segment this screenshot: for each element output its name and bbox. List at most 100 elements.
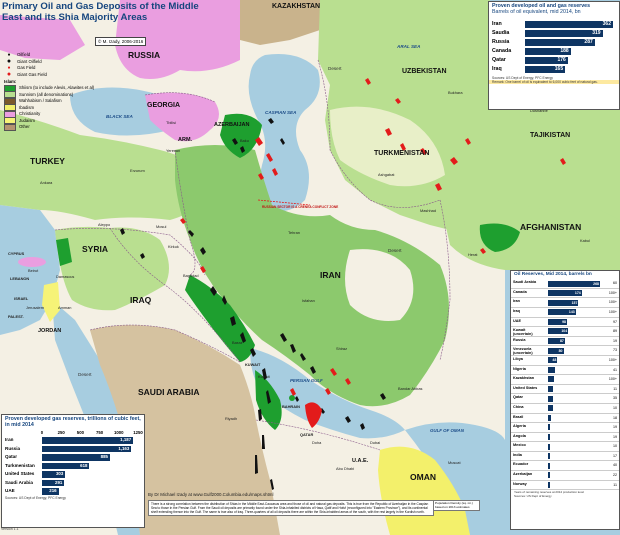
reserves-value-label: 362 xyxy=(602,21,611,28)
oil-country-label: Kazakhstan xyxy=(513,376,535,381)
oil-value-label: 87 xyxy=(559,339,564,344)
label-qatar: QATAR xyxy=(300,432,314,437)
oil-value-label: 143 xyxy=(568,310,575,315)
oil-country-label: Brazil xyxy=(513,414,524,419)
legend-label: Sunnism (all denominations) xyxy=(19,91,74,97)
oil-years-label: 73 xyxy=(613,348,617,353)
caspian-sector-line xyxy=(257,199,311,206)
oil-value-label: 157 xyxy=(571,300,578,305)
population-scale: Population Density (sq. mi.) based on 20… xyxy=(433,500,480,512)
oil-row: Iraq 143 100+ xyxy=(511,308,619,318)
oil-years-label: 10 xyxy=(613,444,617,449)
gas-value-label: 1,163 xyxy=(118,445,130,451)
label-iran: IRAN xyxy=(320,270,341,280)
oil-bar xyxy=(548,328,569,335)
iran-central-desert xyxy=(345,249,414,321)
gas-axis-tick: 750 xyxy=(96,430,104,436)
christian-region-north xyxy=(115,0,240,79)
sunni-region-anatolia xyxy=(0,110,215,220)
label-caspian-sea: CASPIAN SEA xyxy=(265,110,297,115)
oil-value-label: 268 xyxy=(593,281,599,286)
map-legend: ● Oilfield ● Giant Oilfield ● Gas Field … xyxy=(4,52,124,131)
oil-bar xyxy=(548,280,600,287)
oil-row: UAE 98 97 xyxy=(511,318,619,328)
shia-region-iraq xyxy=(185,275,255,362)
christian-region-caucasus xyxy=(145,92,219,142)
reserves-country-label: Iran xyxy=(492,21,502,28)
gas-row: Qatar 885 xyxy=(2,453,144,462)
label-saudi-arabia: SAUDI ARABIA xyxy=(138,387,200,397)
oil-country-label: Norway xyxy=(513,481,527,486)
oil-bar xyxy=(548,395,553,402)
gas-bar xyxy=(42,437,134,444)
gas-field-icon: ● xyxy=(7,65,11,72)
oil-bar xyxy=(548,405,553,412)
reserves-chart: Iran 362 Saudia 319 Russia 287 Canada 188 Qatar 1… xyxy=(489,20,619,76)
oil-bar xyxy=(548,290,582,297)
reserves-country-label: Canada xyxy=(492,48,512,55)
oil-row: Qatar 35 xyxy=(511,394,619,404)
reserves-value-label: 165 xyxy=(554,66,564,73)
legend-religion-heading: Islam: xyxy=(4,79,17,84)
legend-label: Giant Gas Field xyxy=(17,71,47,77)
oil-bar xyxy=(548,347,564,354)
label-azerbaijan: AZERBAIJAN xyxy=(214,122,250,128)
oil-value-label: 104 xyxy=(561,329,568,334)
gas-bar xyxy=(42,454,110,461)
city-label: Mashhad xyxy=(420,208,437,213)
city-label: Bukhara xyxy=(448,90,463,95)
oil-bar xyxy=(548,443,550,450)
gas-country-label: UAE xyxy=(5,488,15,494)
label-black-sea: BLACK SEA xyxy=(106,114,133,119)
label-jordan: JORDAN xyxy=(38,328,62,334)
oil-bar xyxy=(548,414,551,421)
city-label: Basra xyxy=(232,340,243,345)
gas-country-label: Iran xyxy=(5,437,14,443)
gulf-of-oman-shape xyxy=(405,422,505,535)
legend-item-other: Other xyxy=(4,123,124,131)
legend-item-oilfield: ● Oilfield xyxy=(4,52,124,59)
gas-value-label: 618 xyxy=(80,462,88,468)
legend-label: Gas Field xyxy=(17,65,36,71)
label-oman: OMAN xyxy=(410,472,436,482)
gas-bar xyxy=(42,488,59,495)
shia-region-azerbaijan xyxy=(220,113,262,158)
gas-row: United States 303 xyxy=(2,470,144,479)
oil-bar xyxy=(548,462,550,469)
oil-bar xyxy=(548,318,567,325)
country-borders xyxy=(54,59,451,451)
reserves-bar xyxy=(525,48,571,56)
shia-region-iran xyxy=(175,145,449,407)
label-georgia: GEORGIA xyxy=(147,102,181,109)
label-tajikistan: TAJIKISTAN xyxy=(530,132,571,139)
reserves-source: Sources: US Dept of Energy, PFC Energy xyxy=(492,76,553,81)
oil-bar xyxy=(548,481,550,488)
oil-row: Russia 87 19 xyxy=(511,337,619,347)
version-stamp: Version 1.1 xyxy=(1,527,19,531)
legend-label: Shiism (to include Alevis, Alawites et a… xyxy=(19,85,95,91)
city-label: Kabul xyxy=(580,238,590,243)
oil-country-label: Algeria xyxy=(513,424,526,429)
oil-years-label: 60 xyxy=(613,281,617,286)
reserves-country-label: Russia xyxy=(492,39,510,46)
gas-source: Sources: US Dept of Energy, PFC Energy xyxy=(5,495,66,500)
author-credit: By Dr Michael Izady at www.Gulf2000.Colu… xyxy=(148,492,274,497)
gas-value-label: 885 xyxy=(100,454,108,460)
label-turkey: TURKEY xyxy=(30,156,65,166)
oil-years-label: 100+ xyxy=(608,309,617,314)
legend-label: Other xyxy=(19,124,30,130)
label-desert: Desert xyxy=(388,248,402,253)
city-label: Riyadh xyxy=(225,416,238,421)
oil-years-label: 17 xyxy=(613,453,617,458)
gas-reserves-chart: Iran 1,187 Russia 1,163 Qatar 885 Turkmenistan… xyxy=(2,436,144,496)
label-iraq: IRAQ xyxy=(130,295,152,305)
oil-years-label: 100+ xyxy=(608,357,617,362)
oil-row: Ecuador 40 xyxy=(511,461,619,472)
gas-row: Iran 1,187 xyxy=(2,436,144,445)
oil-bar xyxy=(548,338,565,345)
cyprus-island xyxy=(18,257,46,267)
city-label: Ashgabat xyxy=(378,172,395,177)
oil-reserves-chart: Saudi Arabia 268 60 Canada 174 100+ Iran 157 100… xyxy=(511,279,619,491)
oil-years-label: 100+ xyxy=(608,290,617,295)
gas-country-label: Saudi Arabia xyxy=(5,479,33,485)
